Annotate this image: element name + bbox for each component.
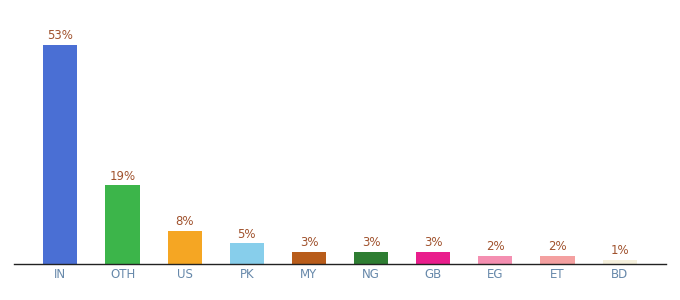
Bar bbox=[44, 45, 78, 264]
Bar bbox=[105, 185, 139, 264]
Bar bbox=[354, 252, 388, 264]
Text: 2%: 2% bbox=[486, 240, 505, 253]
Text: 3%: 3% bbox=[424, 236, 443, 249]
Text: 3%: 3% bbox=[300, 236, 318, 249]
Text: 8%: 8% bbox=[175, 215, 194, 228]
Text: 53%: 53% bbox=[48, 29, 73, 42]
Text: 3%: 3% bbox=[362, 236, 380, 249]
Text: 2%: 2% bbox=[548, 240, 567, 253]
Text: 1%: 1% bbox=[611, 244, 629, 257]
Text: 19%: 19% bbox=[109, 170, 135, 183]
Bar bbox=[230, 243, 264, 264]
Bar bbox=[541, 256, 575, 264]
Bar bbox=[292, 252, 326, 264]
Bar bbox=[602, 260, 636, 264]
Bar bbox=[478, 256, 513, 264]
Text: 5%: 5% bbox=[237, 228, 256, 241]
Bar bbox=[167, 231, 202, 264]
Bar bbox=[416, 252, 450, 264]
